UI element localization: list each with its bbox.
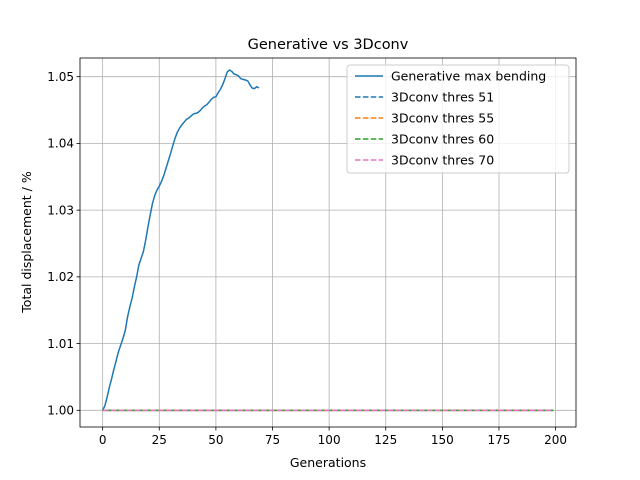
y-tick-label: 1.05 [47, 70, 74, 84]
x-tick-label: 25 [152, 433, 167, 447]
x-axis-label: Generations [290, 455, 366, 470]
y-tick-label: 1.00 [47, 404, 74, 418]
x-tick-label: 125 [374, 433, 397, 447]
y-axis-label: Total displacement / % [19, 171, 34, 314]
x-tick-label: 50 [208, 433, 223, 447]
legend-label: 3Dconv thres 60 [391, 132, 494, 147]
legend-label: 3Dconv thres 55 [391, 111, 494, 126]
y-tick-label: 1.01 [47, 337, 74, 351]
legend-label: 3Dconv thres 51 [391, 90, 494, 105]
tick-layer: 0 25 50 75 100 125 150 175 200 1.00 1.01 1.02 1.03 1.… [47, 70, 567, 447]
y-tick-label: 1.04 [47, 137, 74, 151]
x-tick-label: 175 [488, 433, 511, 447]
plot-frame [79, 57, 577, 428]
x-tick-label: 100 [318, 433, 341, 447]
x-tick-label: 75 [265, 433, 280, 447]
series-layer [101, 69, 554, 412]
chart-title: Generative vs 3Dconv [248, 37, 409, 53]
series-line-1 [101, 69, 260, 411]
y-tick-label: 1.03 [47, 203, 74, 217]
legend: Generative max bending 3Dconv thres 51 3Dc… [346, 64, 570, 174]
y-tick-label: 1.02 [47, 270, 74, 284]
legend-label: 3Dconv thres 70 [391, 153, 494, 168]
x-tick-label: 200 [544, 433, 567, 447]
legend-box [346, 64, 570, 174]
legend-label: Generative max bending [391, 69, 546, 84]
x-tick-label: 150 [431, 433, 454, 447]
x-tick-label: 0 [99, 433, 107, 447]
